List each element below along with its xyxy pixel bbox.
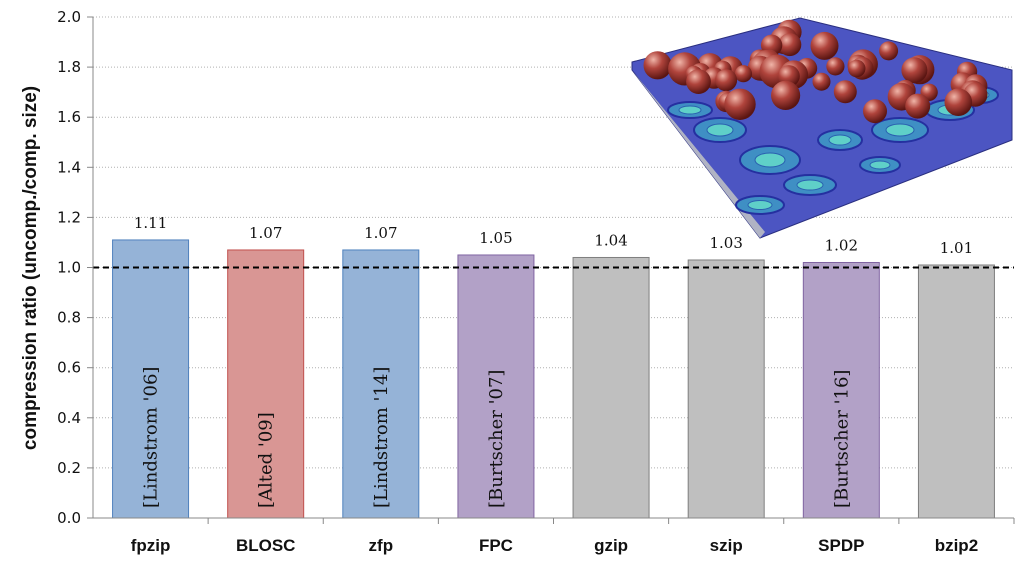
sphere — [847, 59, 866, 78]
sphere — [944, 88, 973, 116]
blob-core — [678, 105, 702, 115]
x-tick-label: gzip — [594, 536, 628, 555]
y-tick-label: 1.4 — [57, 158, 81, 176]
y-tick-label: 0.0 — [57, 509, 81, 527]
y-tick-label: 1.6 — [57, 108, 81, 126]
sphere — [734, 65, 753, 83]
y-tick-label: 1.0 — [57, 259, 81, 277]
y-axis-label: compression ratio (uncomp./comp. size) — [20, 86, 41, 450]
x-tick-label: fpzip — [131, 536, 171, 555]
x-tick-label: zfp — [369, 536, 394, 555]
data-label: 1.02 — [825, 236, 858, 254]
sphere — [833, 80, 857, 104]
bar-reference-label: [Alted '09] — [256, 412, 277, 508]
sphere — [812, 72, 831, 91]
x-tick-label: BLOSC — [236, 536, 296, 555]
data-label: 1.11 — [134, 214, 167, 232]
x-tick-label: bzip2 — [935, 536, 978, 555]
data-label: 1.01 — [940, 239, 973, 257]
y-tick-label: 0.6 — [57, 359, 81, 377]
blob-core — [885, 123, 915, 137]
simulation-render-image — [631, 17, 1013, 239]
sphere — [863, 99, 887, 124]
bar-reference-label: [Lindstrom '14] — [371, 367, 392, 508]
y-tick-label: 2.0 — [57, 8, 81, 26]
sphere — [643, 51, 672, 80]
blob-core — [747, 200, 773, 210]
data-label: 1.03 — [709, 234, 742, 252]
y-tick-label: 0.4 — [57, 409, 81, 427]
y-tick-label: 0.2 — [57, 459, 81, 477]
sphere — [810, 31, 839, 60]
bar-spdp — [802, 261, 880, 519]
sphere — [686, 69, 711, 94]
blob-core — [706, 123, 734, 137]
bar-zfp — [342, 249, 420, 519]
y-tick-label: 1.8 — [57, 58, 81, 76]
sphere — [724, 88, 756, 121]
data-label: 1.04 — [594, 231, 627, 249]
x-tick-label: SPDP — [818, 536, 864, 555]
data-label: 1.07 — [249, 224, 282, 242]
bar-blosc — [227, 249, 305, 519]
bar-szip — [687, 259, 765, 519]
bar-bzip2 — [917, 264, 995, 519]
sphere — [901, 57, 928, 84]
sphere — [778, 33, 802, 57]
sphere — [826, 57, 845, 76]
sphere — [715, 69, 738, 92]
x-tick-label: FPC — [479, 536, 513, 555]
bar-gzip — [572, 256, 650, 519]
bar-reference-label: [Lindstrom '06] — [141, 367, 162, 508]
bar-fpc — [457, 254, 535, 519]
sphere — [879, 41, 899, 61]
sphere — [905, 93, 931, 119]
blob-core — [828, 134, 852, 146]
bar-fpzip — [112, 239, 190, 519]
slab-edge — [632, 70, 765, 238]
data-label: 1.07 — [364, 224, 397, 242]
blob-core — [754, 152, 786, 168]
blob-core — [796, 179, 824, 191]
bar-reference-label: [Burtscher '16] — [831, 370, 852, 508]
x-tick-label: szip — [710, 536, 743, 555]
sphere — [771, 80, 801, 110]
axes: 0.0 0.2 0.4 0.6 0.8 1.0 1.2 1.4 1.6 1.8 2.0 fpzip BL… — [57, 8, 1015, 555]
bar-reference-label: [Burtscher '07] — [486, 370, 507, 508]
y-tick-label: 1.2 — [57, 208, 81, 226]
y-tick-label: 0.8 — [57, 309, 81, 327]
data-label: 1.05 — [479, 229, 512, 247]
blob-core — [869, 160, 891, 170]
bars: 1.11 [Lindstrom '06] 1.07 [Alted '09] 1.07 [L… — [112, 214, 995, 519]
